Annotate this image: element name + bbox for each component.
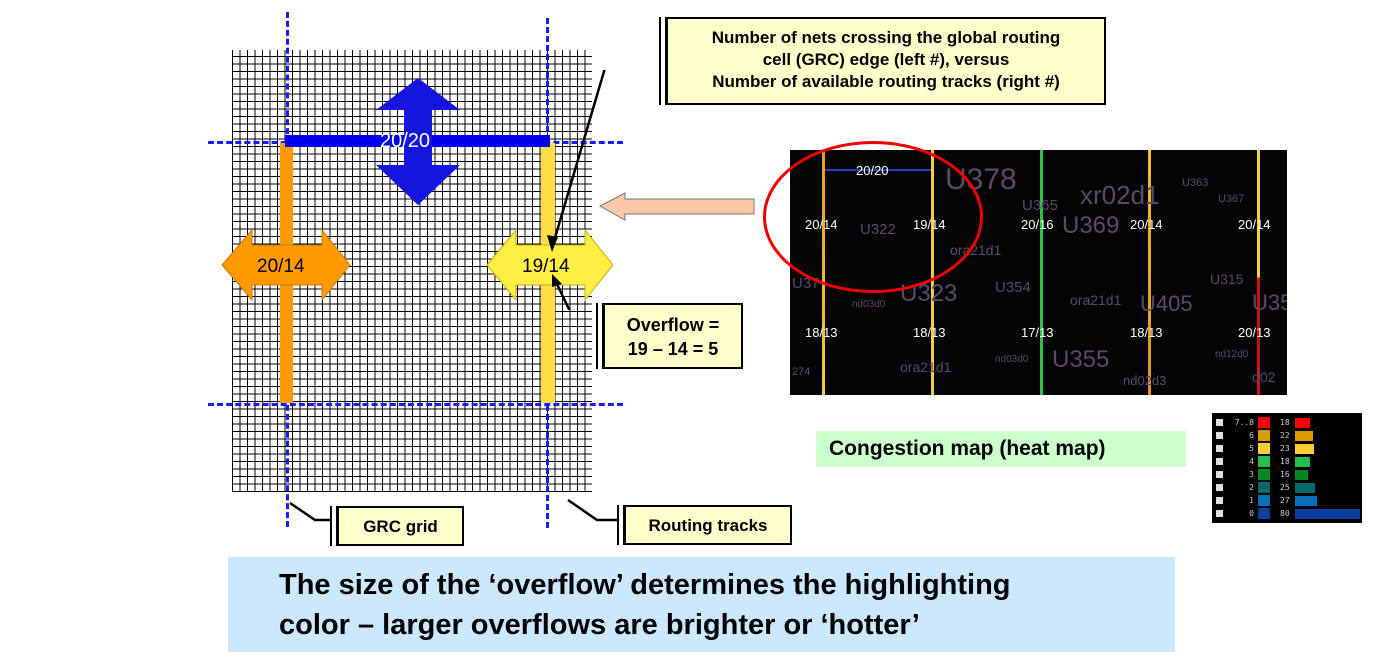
congestion-legend: 7..8 18 6 22 5 23 4 18 3 16 2 25 1 27 0 … xyxy=(1212,413,1362,523)
legend-count: 16 xyxy=(1280,470,1290,479)
legend-row: 1 27 xyxy=(1212,495,1362,507)
left-edge-label: 20/14 xyxy=(257,256,305,277)
legend-level: 7..8 xyxy=(1234,418,1254,427)
cell-label: d02 xyxy=(1252,369,1276,385)
map-edge-label: 20/14 xyxy=(1130,217,1163,232)
cell-label: U405 xyxy=(1140,291,1193,316)
legend-level: 1 xyxy=(1249,496,1254,505)
legend-swatch xyxy=(1258,417,1270,428)
cell-label: nd02d3 xyxy=(1123,373,1167,388)
highlight-ellipse xyxy=(763,141,983,293)
cell-label: nd12d0 xyxy=(1215,349,1249,360)
legend-count: 18 xyxy=(1280,457,1290,466)
cell-label: nd03d0 xyxy=(995,354,1029,365)
footer-line: The size of the ‘overflow’ determines th… xyxy=(279,569,1011,601)
legend-level: 0 xyxy=(1249,509,1254,518)
routing-tracks-callout: Routing tracks xyxy=(617,505,792,545)
legend-row: 7..8 18 xyxy=(1212,417,1362,429)
callout-pointers xyxy=(289,498,618,522)
legend-level: 2 xyxy=(1249,483,1254,492)
vertical-double-arrow-icon xyxy=(376,78,460,205)
map-edge-label: 20/13 xyxy=(1238,325,1271,340)
checkbox[interactable] xyxy=(1216,510,1223,517)
callout-line: 19 – 14 = 5 xyxy=(627,339,719,359)
cell-label: U35 xyxy=(1252,290,1287,315)
map-edge-label: 18/13 xyxy=(805,325,838,340)
legend-count: 80 xyxy=(1280,509,1290,518)
legend-count: 22 xyxy=(1280,431,1290,440)
legend-row: 4 18 xyxy=(1212,456,1362,468)
legend-bar xyxy=(1295,496,1317,506)
map-edge-label: 18/13 xyxy=(1130,325,1163,340)
checkbox[interactable] xyxy=(1216,419,1223,426)
grc-grid-callout: GRC grid xyxy=(330,506,464,546)
checkbox[interactable] xyxy=(1216,484,1223,491)
cell-label: U363 xyxy=(1182,177,1209,189)
legend-bar xyxy=(1295,444,1314,454)
checkbox[interactable] xyxy=(1216,432,1223,439)
legend-level: 6 xyxy=(1249,431,1254,440)
edge-arrows xyxy=(221,70,614,310)
top-edge-label: 20/20 xyxy=(380,130,431,152)
callout-line: Number of available routing tracks (righ… xyxy=(712,72,1060,91)
legend-row: 5 23 xyxy=(1212,443,1362,455)
map-edge-label: 17/13 xyxy=(1021,325,1054,340)
callout-line: Overflow = xyxy=(626,315,720,335)
legend-row: 0 80 xyxy=(1212,508,1362,520)
legend-swatch xyxy=(1258,482,1270,493)
left-double-arrow-icon xyxy=(221,228,351,302)
cell-label: U369 xyxy=(1062,212,1120,239)
pointer-arrow-icon xyxy=(598,192,755,221)
cell-label: xr02d1 xyxy=(1080,180,1160,210)
footer-line: color – larger overflows are brighter or… xyxy=(279,609,920,641)
legend-bar xyxy=(1295,470,1308,480)
legend-level: 5 xyxy=(1249,444,1254,453)
legend-level: 3 xyxy=(1249,470,1254,479)
cell-label: 274 xyxy=(792,366,811,378)
legend-count: 23 xyxy=(1280,444,1290,453)
checkbox[interactable] xyxy=(1216,497,1223,504)
legend-count: 25 xyxy=(1280,483,1290,492)
legend-row: 3 16 xyxy=(1212,469,1362,481)
cell-label: ora21d1 xyxy=(900,359,952,375)
legend-swatch xyxy=(1258,508,1270,519)
overflow-callout: Overflow = 19 – 14 = 5 xyxy=(596,303,743,369)
legend-swatch xyxy=(1258,456,1270,467)
legend-swatch xyxy=(1258,430,1270,441)
cell-label: U365 xyxy=(1022,197,1058,214)
cell-label: U355 xyxy=(1052,346,1110,373)
cell-label: U367 xyxy=(1218,193,1245,205)
legend-row: 6 22 xyxy=(1212,430,1362,442)
legend-level: 4 xyxy=(1249,457,1254,466)
cell-label: ora21d1 xyxy=(1070,292,1122,308)
legend-bar xyxy=(1295,418,1310,428)
legend-bar xyxy=(1295,457,1310,467)
legend-swatch xyxy=(1258,443,1270,454)
legend-row: 2 25 xyxy=(1212,482,1362,494)
legend-bar xyxy=(1295,431,1313,441)
legend-swatch xyxy=(1258,469,1270,480)
legend-bar xyxy=(1295,483,1316,493)
right-edge-label: 19/14 xyxy=(522,256,570,277)
grc-boundary-bottom xyxy=(208,403,623,406)
map-edge-label: 20/14 xyxy=(1238,217,1271,232)
legend-count: 27 xyxy=(1280,496,1290,505)
right-double-arrow-icon xyxy=(486,228,614,302)
checkbox[interactable] xyxy=(1216,445,1223,452)
checkbox[interactable] xyxy=(1216,471,1223,478)
checkbox[interactable] xyxy=(1216,458,1223,465)
cell-label: U315 xyxy=(1210,271,1244,287)
cell-label: nd03d0 xyxy=(852,299,886,310)
cell-label: U354 xyxy=(995,279,1031,296)
map-edge-label: 20/16 xyxy=(1021,217,1054,232)
congestion-map-caption: Congestion map (heat map) xyxy=(816,431,1186,467)
legend-bar xyxy=(1295,509,1360,519)
map-edge-label: 18/13 xyxy=(913,325,946,340)
footer-note: The size of the ‘overflow’ determines th… xyxy=(228,557,1175,652)
callout-line: cell (GRC) edge (left #), versus xyxy=(762,50,1010,69)
nets-vs-tracks-callout: Number of nets crossing the global routi… xyxy=(659,17,1106,105)
legend-count: 18 xyxy=(1280,418,1290,427)
callout-line: Number of nets crossing the global routi… xyxy=(711,28,1061,47)
legend-swatch xyxy=(1258,495,1270,506)
